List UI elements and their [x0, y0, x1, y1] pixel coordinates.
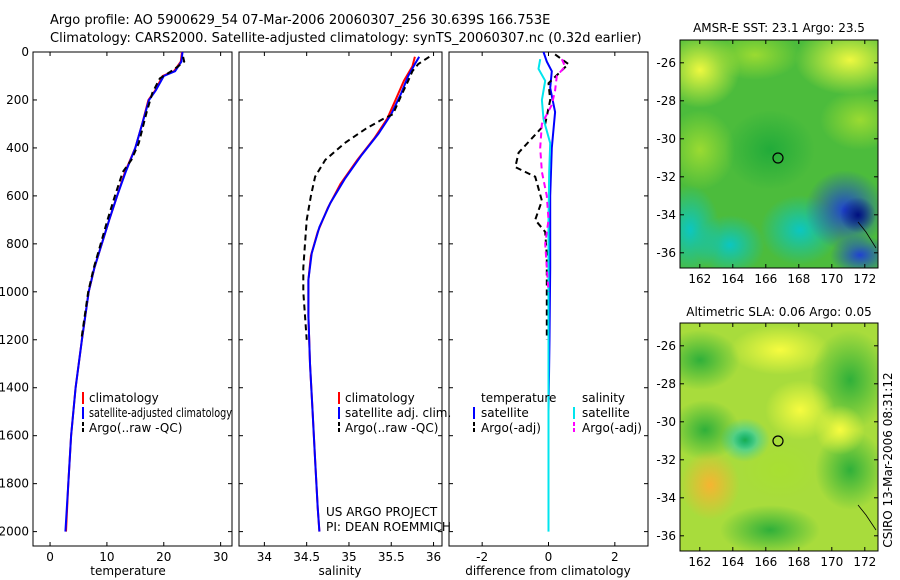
header-line1: Argo profile: AO 5900629_54 07-Mar-2006 … — [50, 13, 550, 28]
series-salinity-argo-adj- — [539, 58, 567, 292]
legend-climatology: climatology — [345, 391, 415, 405]
y-tick-label: 1200 — [0, 333, 29, 347]
salinity-legend: climatology satellite adj. clim. Argo(..… — [338, 391, 451, 435]
map-y-tick-label: -34 — [656, 208, 676, 222]
salinity-axes-box — [238, 51, 443, 547]
map-y-tick-label: -26 — [656, 56, 676, 70]
sla-map-title: Altimetric SLA: 0.06 Argo: 0.05 — [686, 305, 871, 319]
series-satellite-adj-clim- — [307, 56, 421, 532]
y-tick-label: 1800 — [0, 477, 29, 491]
legend-sal-satellite: satellite — [582, 406, 630, 420]
x-tick-label: 0 — [545, 550, 553, 564]
y-tick-label: 1400 — [0, 381, 29, 395]
legend-satellite-adjusted: satellite-adjusted climatology — [89, 406, 232, 420]
salinity-panel: 34 34.5 35 35.5 36 salinity climatology sate… — [238, 51, 451, 578]
map-x-tick-label: 172 — [853, 555, 876, 569]
map-x-tick-label: 166 — [754, 555, 777, 569]
legend-climatology: climatology — [89, 391, 159, 405]
y-tick-label: 400 — [6, 141, 29, 155]
legend-sal-argo: Argo(-adj) — [582, 421, 642, 435]
map-x-tick-label: 168 — [787, 555, 810, 569]
map-x-tick-label: 164 — [721, 272, 744, 286]
x-tick-label: 10 — [99, 550, 114, 564]
y-tick-label: 1600 — [0, 429, 29, 443]
x-tick-label: -2 — [476, 550, 488, 564]
map-y-tick-label: -26 — [656, 339, 676, 353]
map-y-tick-label: -28 — [656, 377, 676, 391]
temperature-axes-box — [32, 51, 233, 547]
map-y-tick-label: -28 — [656, 94, 676, 108]
map-x-tick-label: 170 — [820, 272, 843, 286]
map-x-tick-label: 170 — [820, 555, 843, 569]
legend-temp-argo: Argo(-adj) — [481, 421, 541, 435]
sla-argo-marker — [772, 435, 784, 447]
pi-annotation: PI: DEAN ROEMMICH — [326, 520, 451, 534]
legend-argo: Argo(..raw -QC) — [89, 421, 182, 435]
difference-legend: temperature satellite Argo(-adj) salinit… — [473, 391, 642, 435]
y-tick-label: 600 — [6, 189, 29, 203]
y-tick-label: 800 — [6, 237, 29, 251]
map-y-tick-label: -32 — [656, 453, 676, 467]
map-y-tick-label: -36 — [656, 246, 676, 260]
y-tick-label: 2000 — [0, 525, 29, 539]
sst-heatmap — [680, 40, 878, 268]
x-tick-label: 34.5 — [293, 550, 320, 564]
sst-map-title: AMSR-E SST: 23.1 Argo: 23.5 — [693, 21, 865, 35]
series-salinity-satellite — [537, 59, 552, 532]
legend-argo: Argo(..raw -QC) — [345, 421, 438, 435]
sla-heatmap — [680, 323, 878, 551]
series-climatology — [65, 51, 183, 532]
map-x-tick-label: 168 — [787, 272, 810, 286]
y-tick-label: 200 — [6, 93, 29, 107]
series-argo-raw-qc- — [80, 56, 186, 340]
header-line2: Climatology: CARS2000. Satellite-adjuste… — [50, 31, 642, 46]
difference-xlabel: difference from climatology — [465, 564, 631, 578]
map-x-tick-label: 166 — [754, 272, 777, 286]
temperature-legend: climatology satellite-adjusted climatolo… — [82, 391, 232, 435]
map-y-tick-label: -36 — [656, 529, 676, 543]
x-tick-label: 35 — [341, 550, 356, 564]
y-tick-label: 1000 — [0, 285, 29, 299]
sst-coastline — [857, 221, 877, 249]
x-tick-label: 30 — [213, 550, 228, 564]
legend-salinity-title: salinity — [582, 391, 625, 405]
map-x-tick-label: 172 — [853, 272, 876, 286]
temperature-xlabel: temperature — [90, 564, 165, 578]
x-tick-label: 0 — [46, 550, 54, 564]
sla-map-panel: Altimetric SLA: 0.06 Argo: 0.05 162 164 16… — [656, 305, 879, 569]
x-tick-label: 36 — [426, 550, 441, 564]
temperature-panel: 0 10 20 30 0 200 400 600 800 1000 1200 1400 1600 1800… — [0, 45, 233, 578]
series-satellite-adjusted-climatology — [64, 51, 184, 532]
x-tick-label: 34 — [257, 550, 272, 564]
map-y-tick-label: -32 — [656, 170, 676, 184]
side-timestamp: CSIRO 13-Mar-2006 08:31:12 — [881, 372, 895, 547]
sla-coastline — [857, 504, 877, 531]
project-annotation: US ARGO PROJECT — [326, 505, 438, 519]
difference-panel: -2 0 2 difference from climatology tempera… — [448, 51, 649, 578]
legend-satellite-adj: satellite adj. clim. — [345, 406, 451, 420]
map-x-tick-label: 162 — [688, 272, 711, 286]
map-y-tick-label: -30 — [656, 415, 676, 429]
sst-map-frame — [679, 39, 879, 269]
x-tick-label: 2 — [611, 550, 619, 564]
map-y-tick-label: -30 — [656, 132, 676, 146]
sst-map-panel: AMSR-E SST: 23.1 Argo: 23.5 162 164 166 168… — [656, 21, 879, 286]
sst-argo-marker — [772, 152, 784, 164]
x-tick-label: 35.5 — [378, 550, 405, 564]
series-climatology — [307, 56, 416, 532]
salinity-xlabel: salinity — [318, 564, 361, 578]
x-tick-label: 20 — [156, 550, 171, 564]
sla-map-frame — [679, 322, 879, 552]
map-x-tick-label: 162 — [688, 555, 711, 569]
map-x-tick-label: 164 — [721, 555, 744, 569]
series-temperature-satellite — [542, 51, 557, 412]
legend-temp-satellite: satellite — [481, 406, 529, 420]
series-argo-raw-qc- — [302, 55, 430, 340]
legend-temperature-title: temperature — [481, 391, 556, 405]
y-tick-label: 0 — [21, 45, 29, 59]
map-y-tick-label: -34 — [656, 491, 676, 505]
